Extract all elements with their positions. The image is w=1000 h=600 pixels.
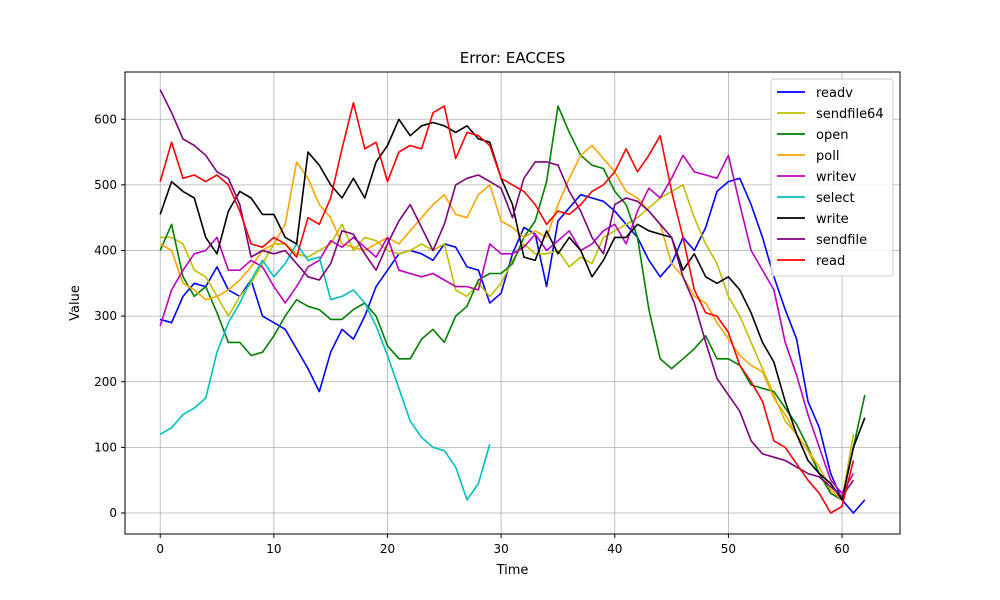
x-axis-label: Time bbox=[496, 563, 529, 578]
legend-label-open: open bbox=[816, 128, 848, 143]
legend-label-write: write bbox=[816, 212, 849, 227]
legend-label-writev: writev bbox=[816, 170, 857, 185]
plot-frame bbox=[124, 71, 901, 535]
y-tick-label: 100 bbox=[94, 440, 117, 454]
series-line-write bbox=[159, 118, 866, 501]
grid-lines bbox=[125, 72, 900, 534]
series-line-poll bbox=[159, 144, 855, 501]
legend-label-sendfile: sendfile bbox=[816, 233, 867, 248]
x-tick-label: 40 bbox=[607, 542, 622, 556]
legend-label-poll: poll bbox=[816, 149, 839, 164]
y-tick-label: 300 bbox=[94, 309, 117, 323]
y-tick-label: 400 bbox=[94, 244, 117, 258]
x-tick-label: 60 bbox=[834, 542, 849, 556]
x-tick-label: 50 bbox=[721, 542, 736, 556]
legend-label-sendfile64: sendfile64 bbox=[816, 107, 884, 122]
series-line-select bbox=[159, 243, 491, 501]
x-tick-label: 30 bbox=[493, 542, 508, 556]
series-line-writev bbox=[159, 154, 855, 495]
legend-box bbox=[770, 78, 894, 277]
series-line-read bbox=[159, 102, 855, 514]
chart-title: Error: EACCES bbox=[460, 49, 566, 67]
y-tick-label: 600 bbox=[94, 112, 117, 126]
series-line-sendfile64 bbox=[160, 184, 855, 501]
y-tick-label: 0 bbox=[109, 506, 117, 520]
x-tick-label: 20 bbox=[380, 542, 395, 556]
legend: readv sendfile64 open poll writev select write… bbox=[770, 78, 894, 277]
series-line-open bbox=[159, 105, 866, 501]
y-tick-label: 500 bbox=[94, 178, 117, 192]
x-tick-label: 0 bbox=[156, 542, 164, 556]
series-line-sendfile bbox=[159, 89, 855, 498]
legend-label-read: read bbox=[816, 254, 845, 269]
legend-label-select: select bbox=[816, 191, 855, 206]
series-lines bbox=[159, 89, 866, 514]
legend-label-readv: readv bbox=[816, 86, 853, 101]
y-axis-label: Value bbox=[68, 285, 83, 321]
x-tick-label: 10 bbox=[266, 542, 281, 556]
y-tick-label: 200 bbox=[94, 375, 117, 389]
